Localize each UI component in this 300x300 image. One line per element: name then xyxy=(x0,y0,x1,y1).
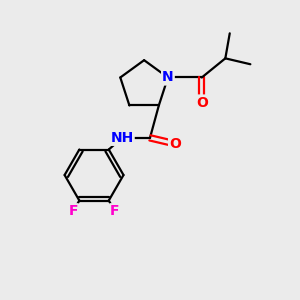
Text: F: F xyxy=(110,204,120,218)
Text: F: F xyxy=(68,204,78,218)
Text: O: O xyxy=(169,137,181,151)
Text: O: O xyxy=(196,95,208,110)
Text: NH: NH xyxy=(110,131,134,145)
Text: N: N xyxy=(162,70,174,85)
